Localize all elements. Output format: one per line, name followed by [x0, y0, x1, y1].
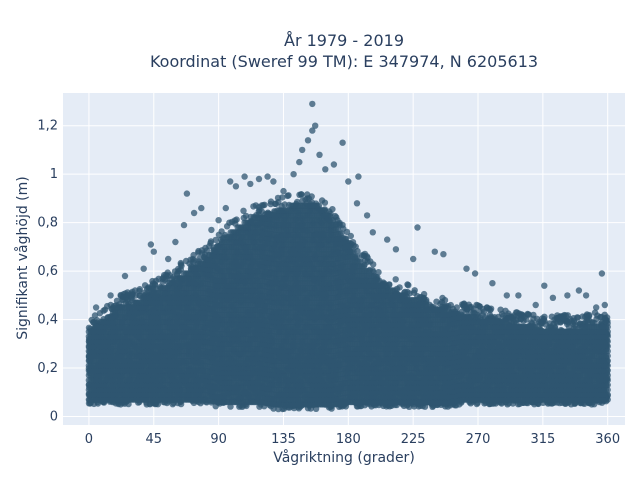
data-point [281, 201, 288, 208]
data-point [521, 313, 528, 321]
data-point [598, 313, 605, 321]
data-point [171, 268, 179, 275]
data-point [271, 200, 279, 207]
data-point [405, 282, 412, 289]
data-point [603, 314, 611, 321]
chart-title-line1: År 1979 - 2019 [284, 31, 404, 50]
data-point [329, 206, 336, 213]
data-point [223, 223, 231, 230]
data-point [441, 297, 449, 304]
data-point [274, 194, 282, 202]
data-point [542, 321, 550, 328]
data-point [152, 277, 160, 284]
data-point [218, 228, 225, 235]
data-point [487, 306, 494, 314]
data-point [570, 317, 578, 325]
data-point [392, 276, 399, 283]
data-point [198, 247, 206, 254]
data-point [582, 313, 589, 321]
data-point [497, 306, 504, 313]
data-point [207, 238, 215, 245]
data-points [85, 100, 611, 413]
data-point [308, 193, 315, 200]
data-point [370, 261, 377, 268]
data-point [252, 202, 260, 209]
data-point [433, 298, 440, 305]
data-point [298, 191, 305, 198]
data-point [321, 199, 329, 206]
data-point [420, 296, 427, 303]
data-point [470, 306, 477, 313]
chart-title-line2: Koordinat (Sweref 99 TM): E 347974, N 62… [150, 52, 538, 71]
data-point [530, 311, 537, 319]
data-point [231, 217, 239, 224]
data-point [100, 307, 107, 314]
data-point [260, 202, 267, 209]
data-point [453, 304, 460, 311]
